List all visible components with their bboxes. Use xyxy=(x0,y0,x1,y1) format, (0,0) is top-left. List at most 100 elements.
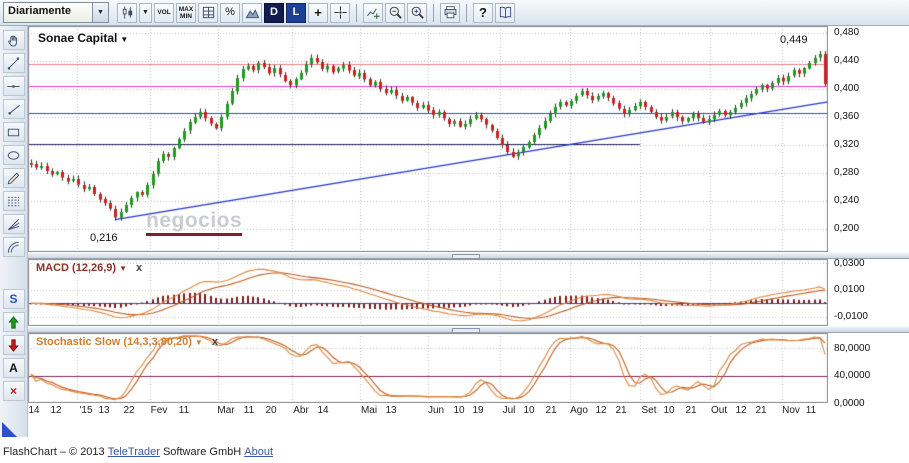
macd-axis-label: 0,0300 xyxy=(834,258,865,269)
volume-button-label: VOL xyxy=(157,9,170,16)
symbol-tool[interactable]: S xyxy=(3,289,25,309)
print-button[interactable] xyxy=(440,3,460,23)
hand-icon xyxy=(6,33,21,48)
rectangle-tool[interactable] xyxy=(3,122,25,142)
macd-label[interactable]: MACD (12,26,9)▼x xyxy=(36,262,142,274)
x-axis-label: 20 xyxy=(261,405,281,416)
chart-plus-icon xyxy=(366,5,381,20)
x-axis-label: 22 xyxy=(119,405,139,416)
macd-panel: MACD (12,26,9)▼x xyxy=(28,259,909,326)
line-chart-button-label: L xyxy=(293,7,300,18)
chevron-down-icon[interactable]: ▼ xyxy=(120,35,128,44)
x-axis-label: Abr xyxy=(291,405,311,416)
mountain-chart-button[interactable] xyxy=(242,3,262,23)
buy-marker-tool[interactable] xyxy=(3,312,25,332)
max-min-button[interactable]: MAX MIN xyxy=(176,3,196,23)
toolbar-spacer xyxy=(3,260,25,286)
pencil-tool[interactable] xyxy=(3,168,25,188)
x-axis: 1412'151322Fev11Mar1120Abr14Mai13Jun1019… xyxy=(28,403,828,419)
zoom-out-button[interactable] xyxy=(385,3,405,23)
footer-text: FlashChart – © 2013 xyxy=(3,446,108,458)
teletrader-link[interactable]: TeleTrader xyxy=(108,446,160,458)
about-link[interactable]: About xyxy=(244,446,273,458)
period-dropdown[interactable]: Diariamente ▼ xyxy=(3,2,109,23)
grid-button[interactable] xyxy=(198,3,218,23)
macd-canvas[interactable] xyxy=(28,259,828,326)
corner-resize-handle[interactable] xyxy=(2,422,17,437)
up-arrow-icon xyxy=(6,315,21,330)
x-axis-label: Jul xyxy=(499,405,519,416)
period-value: Diariamente xyxy=(4,3,92,22)
close-icon[interactable]: x xyxy=(136,262,142,274)
line-chart-button[interactable]: L xyxy=(286,3,306,23)
panel-splitter-2[interactable] xyxy=(28,326,909,333)
toolbar-separator xyxy=(433,4,434,22)
ray-icon xyxy=(6,102,21,117)
arc-tool[interactable] xyxy=(3,237,25,257)
ellipse-icon xyxy=(6,148,21,163)
text-tool[interactable]: A xyxy=(3,358,25,378)
fibonacci-retracement-tool[interactable] xyxy=(3,191,25,211)
price-axis-label: 0,440 xyxy=(834,55,859,66)
symbol-label[interactable]: Sonae Capital▼ xyxy=(38,31,128,45)
down-arrow-icon xyxy=(6,338,21,353)
chevron-down-icon[interactable]: ▼ xyxy=(92,3,108,22)
chevron-down-icon[interactable]: ▼ xyxy=(119,264,127,273)
crosshair-button[interactable] xyxy=(330,3,350,23)
chevron-down-icon[interactable]: ▼ xyxy=(195,338,203,347)
zoom-out-icon xyxy=(388,5,403,20)
symbol-tool-glyph: S xyxy=(9,293,17,305)
top-toolbar: Diariamente ▼ ▼ VOL MAX MIN% D L +? xyxy=(0,0,909,26)
x-axis-label: 13 xyxy=(381,405,401,416)
price-axis-label: 0,480 xyxy=(834,27,859,38)
x-axis-label: 21 xyxy=(541,405,561,416)
daily-period-button-label: D xyxy=(270,7,278,18)
ellipse-tool[interactable] xyxy=(3,145,25,165)
crosshair-icon xyxy=(333,5,348,20)
mountain-icon xyxy=(245,5,260,20)
help-button[interactable]: ? xyxy=(473,3,493,23)
grid-icon xyxy=(201,5,216,20)
percent-button-label: % xyxy=(225,7,235,18)
price-axis-label: 0,200 xyxy=(834,223,859,234)
printer-icon xyxy=(443,5,458,20)
zoom-in-button[interactable] xyxy=(407,3,427,23)
daily-period-button[interactable]: D xyxy=(264,3,284,23)
toolbar-separator xyxy=(466,4,467,22)
macd-axis-label: -0,0100 xyxy=(834,311,868,322)
chart-style-button[interactable] xyxy=(117,3,137,23)
toolbar-buttons: ▼ VOL MAX MIN% D L +? xyxy=(117,3,515,23)
x-axis-label: Ago xyxy=(569,405,589,416)
candlestick-icon xyxy=(120,5,135,20)
stochastic-label[interactable]: Stochastic Slow (14,3,3,80,20)▼x xyxy=(36,336,218,348)
pencil-icon xyxy=(6,171,21,186)
percent-button[interactable]: % xyxy=(220,3,240,23)
add-button[interactable]: + xyxy=(308,3,328,23)
delete-tool[interactable]: × xyxy=(3,381,25,401)
chart-style-dropdown[interactable]: ▼ xyxy=(139,3,152,23)
price-axis-label: 0,280 xyxy=(834,167,859,178)
pan-tool[interactable] xyxy=(3,30,25,50)
volume-button[interactable]: VOL xyxy=(154,3,174,23)
panel-splitter-1[interactable] xyxy=(28,252,909,259)
horizontal-line-tool[interactable] xyxy=(3,76,25,96)
sell-marker-tool[interactable] xyxy=(3,335,25,355)
add-indicator-button[interactable] xyxy=(363,3,383,23)
x-axis-label: 14 xyxy=(24,405,44,416)
zoom-in-icon xyxy=(410,5,425,20)
x-axis-label: 21 xyxy=(681,405,701,416)
macd-axis-label: 0,0100 xyxy=(834,284,865,295)
footer: FlashChart – © 2013 TeleTrader Software … xyxy=(0,441,909,463)
x-axis-label: 21 xyxy=(751,405,771,416)
x-axis-label: Jun xyxy=(426,405,446,416)
manual-button[interactable] xyxy=(495,3,515,23)
x-axis-label: 11 xyxy=(174,405,194,416)
price-axis-label: 0,360 xyxy=(834,111,859,122)
fib-retracement-icon xyxy=(6,194,21,209)
x-axis-label: 21 xyxy=(611,405,631,416)
ray-tool[interactable] xyxy=(3,99,25,119)
fibonacci-fan-tool[interactable] xyxy=(3,214,25,234)
price-axis: 0,4800,4400,4000,3600,3200,2800,2400,200… xyxy=(831,0,909,463)
close-icon[interactable]: x xyxy=(212,336,218,348)
trendline-tool[interactable] xyxy=(3,53,25,73)
